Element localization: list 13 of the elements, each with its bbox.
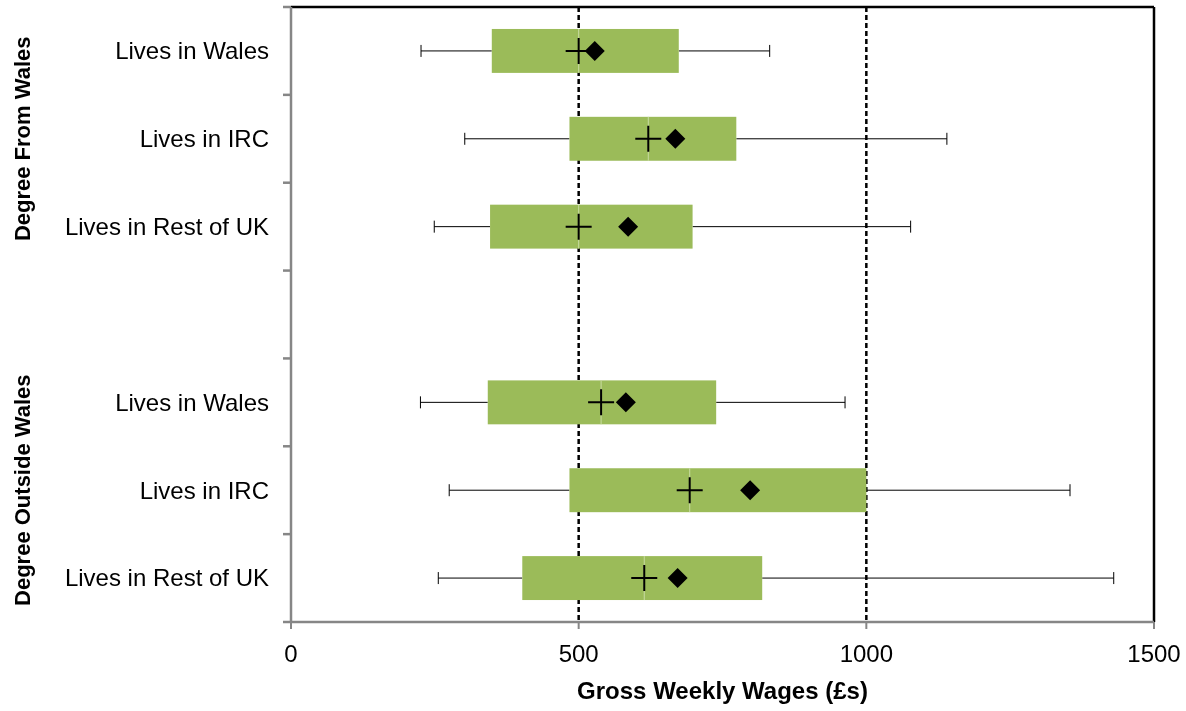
y-tick-label: Lives in Wales bbox=[115, 37, 269, 65]
y-tick-label: Lives in IRC bbox=[139, 476, 269, 504]
y-tick-label: Lives in Wales bbox=[115, 388, 269, 416]
y-tick-label: Lives in IRC bbox=[139, 125, 269, 153]
x-tick-label: 1000 bbox=[839, 640, 894, 667]
x-tick-label: 500 bbox=[558, 640, 599, 667]
x-tick-label: 0 bbox=[284, 640, 298, 667]
text: Degree From Wales bbox=[10, 36, 35, 242]
text: Degree Outside Wales bbox=[10, 374, 35, 606]
x-tick-label: 1500 bbox=[1127, 640, 1181, 667]
x-axis-title: Gross Weekly Wages (£s) bbox=[577, 677, 868, 704]
y-tick-label: Lives in Rest of UK bbox=[64, 213, 269, 241]
y-tick-label: Lives in Rest of UK bbox=[64, 564, 269, 592]
